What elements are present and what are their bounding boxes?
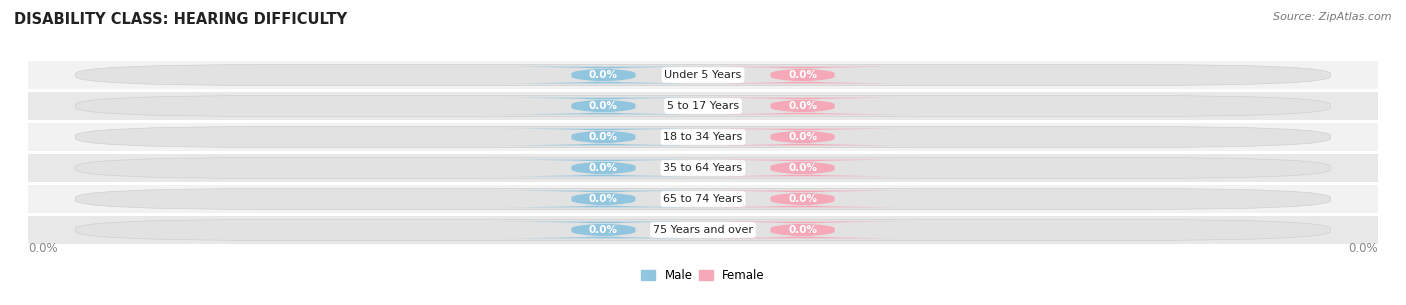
Text: 0.0%: 0.0% bbox=[787, 225, 817, 235]
Text: 0.0%: 0.0% bbox=[589, 194, 619, 204]
Text: 0.0%: 0.0% bbox=[589, 132, 619, 142]
Text: 0.0%: 0.0% bbox=[787, 194, 817, 204]
Bar bbox=[28, 216, 1378, 244]
Text: 35 to 64 Years: 35 to 64 Years bbox=[664, 163, 742, 173]
FancyBboxPatch shape bbox=[686, 98, 920, 114]
Text: 5 to 17 Years: 5 to 17 Years bbox=[666, 101, 740, 111]
FancyBboxPatch shape bbox=[76, 157, 1330, 178]
Text: 0.0%: 0.0% bbox=[589, 101, 619, 111]
Text: 0.0%: 0.0% bbox=[787, 70, 817, 80]
FancyBboxPatch shape bbox=[486, 191, 720, 207]
Text: 0.0%: 0.0% bbox=[787, 163, 817, 173]
Text: 65 to 74 Years: 65 to 74 Years bbox=[664, 194, 742, 204]
Text: 0.0%: 0.0% bbox=[787, 132, 817, 142]
Bar bbox=[28, 92, 1378, 120]
FancyBboxPatch shape bbox=[486, 98, 720, 114]
FancyBboxPatch shape bbox=[686, 129, 920, 145]
Text: Under 5 Years: Under 5 Years bbox=[665, 70, 741, 80]
Bar bbox=[28, 123, 1378, 151]
Text: DISABILITY CLASS: HEARING DIFFICULTY: DISABILITY CLASS: HEARING DIFFICULTY bbox=[14, 12, 347, 27]
Text: 0.0%: 0.0% bbox=[589, 163, 619, 173]
Legend: Male, Female: Male, Female bbox=[637, 265, 769, 287]
Text: 0.0%: 0.0% bbox=[787, 101, 817, 111]
FancyBboxPatch shape bbox=[76, 188, 1330, 210]
FancyBboxPatch shape bbox=[76, 95, 1330, 117]
Bar bbox=[28, 61, 1378, 89]
FancyBboxPatch shape bbox=[486, 129, 720, 145]
FancyBboxPatch shape bbox=[486, 160, 720, 176]
FancyBboxPatch shape bbox=[686, 160, 920, 176]
Text: 0.0%: 0.0% bbox=[1348, 242, 1378, 255]
Text: 0.0%: 0.0% bbox=[28, 242, 58, 255]
FancyBboxPatch shape bbox=[686, 222, 920, 238]
Text: 0.0%: 0.0% bbox=[589, 70, 619, 80]
Text: 18 to 34 Years: 18 to 34 Years bbox=[664, 132, 742, 142]
Text: 0.0%: 0.0% bbox=[589, 225, 619, 235]
Bar bbox=[28, 185, 1378, 213]
FancyBboxPatch shape bbox=[486, 67, 720, 83]
Text: 75 Years and over: 75 Years and over bbox=[652, 225, 754, 235]
FancyBboxPatch shape bbox=[686, 191, 920, 207]
FancyBboxPatch shape bbox=[76, 64, 1330, 86]
FancyBboxPatch shape bbox=[76, 127, 1330, 148]
FancyBboxPatch shape bbox=[686, 67, 920, 83]
FancyBboxPatch shape bbox=[486, 222, 720, 238]
Text: Source: ZipAtlas.com: Source: ZipAtlas.com bbox=[1274, 12, 1392, 22]
FancyBboxPatch shape bbox=[76, 219, 1330, 241]
Bar bbox=[28, 154, 1378, 182]
